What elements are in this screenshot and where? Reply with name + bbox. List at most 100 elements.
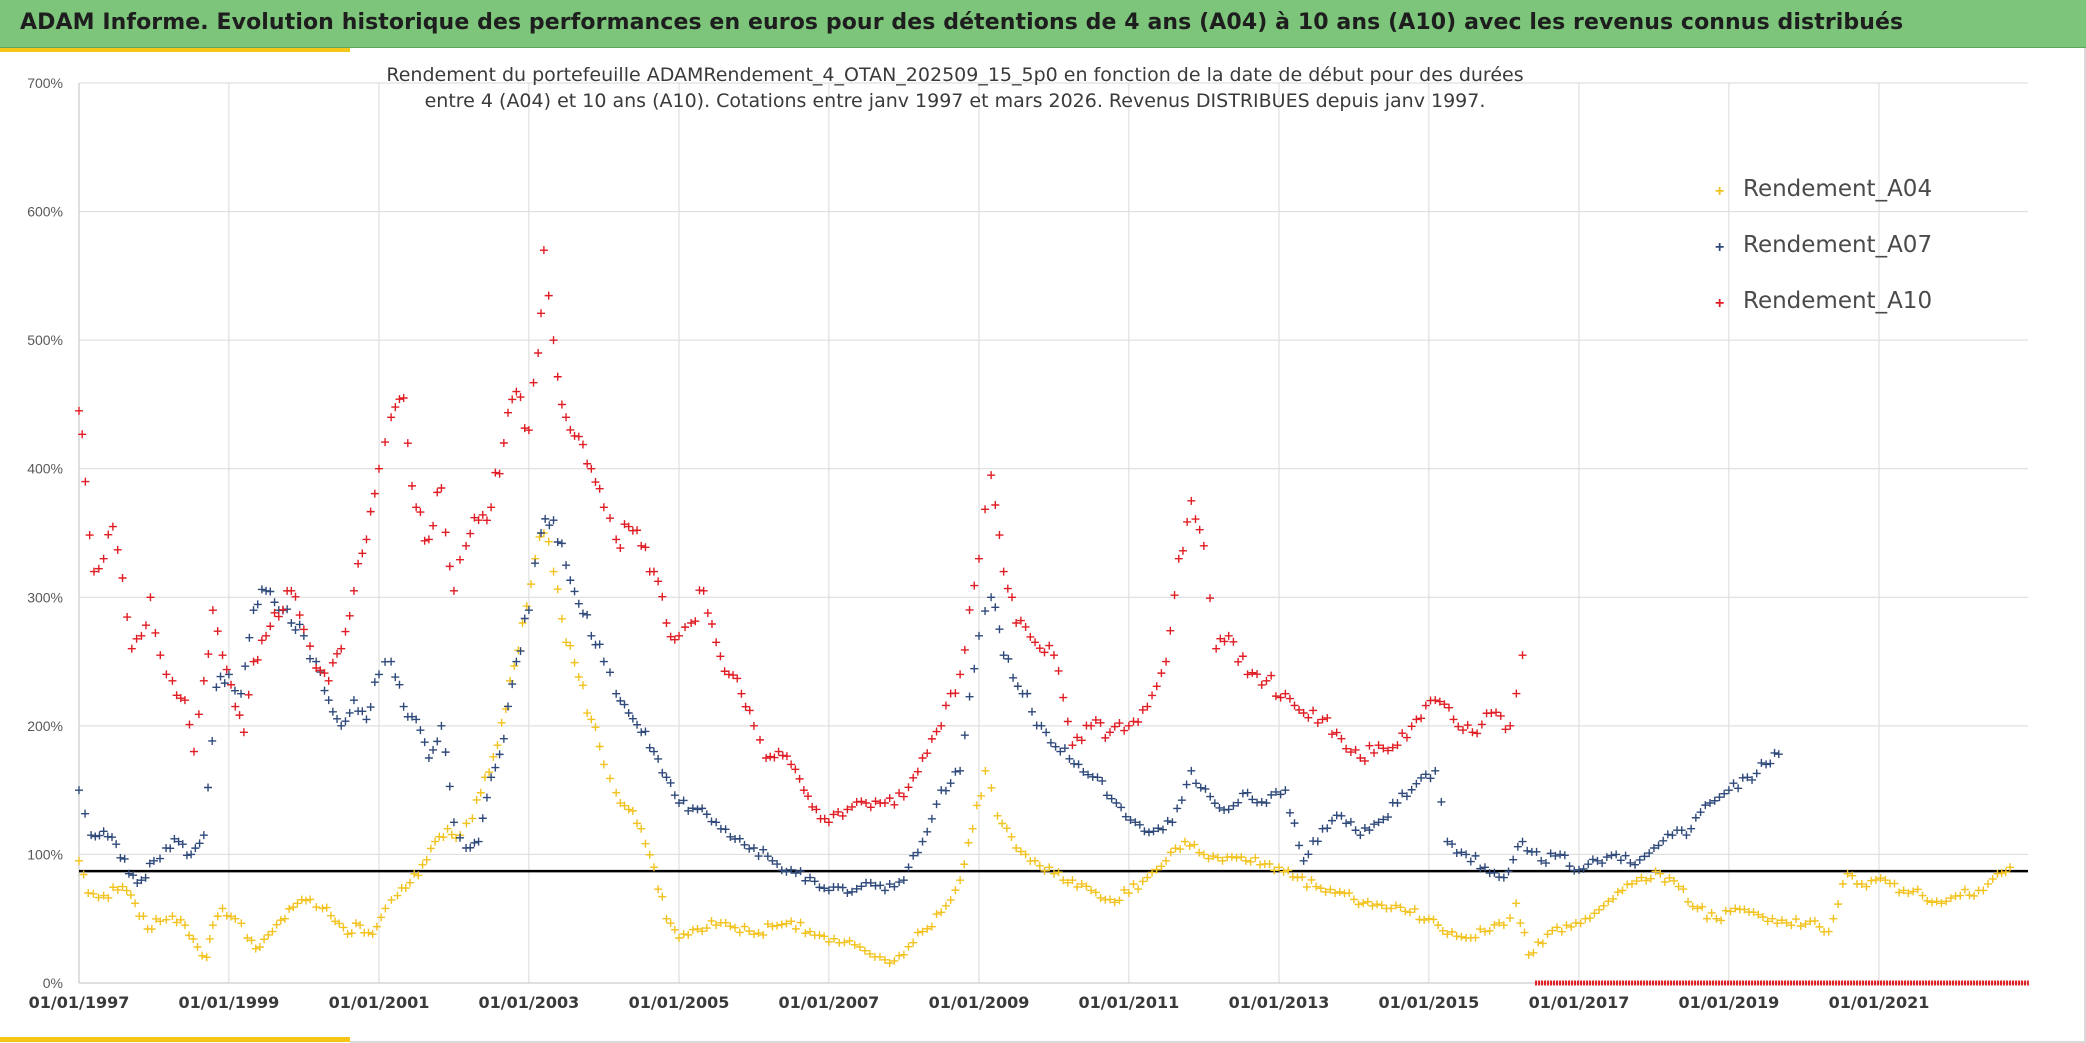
data-point xyxy=(845,936,854,945)
data-point xyxy=(129,871,138,880)
data-point xyxy=(1183,517,1192,526)
series-Rendement_A10 xyxy=(75,246,2029,986)
data-point xyxy=(1575,865,1583,874)
data-point xyxy=(796,867,805,876)
data-point xyxy=(995,625,1004,634)
data-point xyxy=(1049,869,1058,878)
data-point xyxy=(1518,837,1527,846)
data-point xyxy=(422,855,431,864)
data-point xyxy=(141,621,150,630)
data-point xyxy=(1913,885,1922,894)
data-point xyxy=(104,530,113,539)
data-point xyxy=(975,631,983,640)
data-point xyxy=(782,752,791,761)
data-point xyxy=(1960,885,1969,894)
data-point xyxy=(1429,915,1438,924)
data-point xyxy=(1562,921,1571,930)
data-point xyxy=(354,559,363,568)
data-point xyxy=(1281,786,1290,795)
data-point xyxy=(801,876,810,885)
frame-border-bottom xyxy=(350,1041,2086,1043)
data-point xyxy=(441,748,450,757)
data-point xyxy=(381,438,390,447)
data-point xyxy=(932,910,941,919)
data-point xyxy=(482,793,491,802)
data-point xyxy=(491,763,500,772)
data-point xyxy=(1107,794,1116,803)
data-point xyxy=(272,920,281,929)
data-point xyxy=(433,737,442,746)
data-point xyxy=(1407,785,1416,794)
data-point xyxy=(1838,879,1847,888)
data-point xyxy=(1881,876,1890,885)
data-point xyxy=(172,918,181,927)
data-point xyxy=(1927,898,1936,907)
data-point xyxy=(1302,882,1311,891)
data-point xyxy=(1220,637,1229,646)
data-point xyxy=(1295,705,1304,714)
data-point xyxy=(237,689,246,698)
data-point xyxy=(331,917,340,926)
data-point xyxy=(932,800,941,809)
data-point xyxy=(977,791,986,800)
data-point xyxy=(855,943,864,951)
data-point xyxy=(1518,651,1527,660)
data-point xyxy=(1393,799,1402,807)
data-point xyxy=(345,611,354,620)
data-point xyxy=(840,938,849,947)
data-point xyxy=(1056,747,1065,756)
data-point xyxy=(1290,819,1299,828)
data-point xyxy=(824,886,833,895)
data-point xyxy=(208,606,217,615)
data-point xyxy=(1649,844,1658,852)
data-point xyxy=(487,503,496,512)
data-point xyxy=(276,916,285,925)
data-point xyxy=(1674,882,1683,891)
data-point xyxy=(773,921,782,930)
data-point xyxy=(937,908,946,917)
data-point xyxy=(566,425,575,434)
data-point xyxy=(141,873,150,882)
data-point xyxy=(699,586,708,595)
data-point xyxy=(999,651,1008,660)
data-point xyxy=(553,372,562,381)
data-point xyxy=(1576,919,1585,928)
data-point xyxy=(149,856,158,865)
data-point xyxy=(1091,715,1100,724)
data-point xyxy=(932,727,941,736)
data-point xyxy=(562,638,571,647)
data-point xyxy=(1312,882,1321,891)
data-point xyxy=(641,543,650,552)
data-point xyxy=(675,799,683,807)
data-point xyxy=(539,246,548,255)
data-point xyxy=(1363,897,1372,906)
data-point xyxy=(1149,827,1158,836)
data-point xyxy=(1163,816,1172,825)
data-point xyxy=(693,925,702,933)
data-point xyxy=(1360,756,1369,765)
data-point xyxy=(1956,891,1965,900)
data-point xyxy=(231,914,240,923)
data-point xyxy=(946,896,955,905)
data-point xyxy=(557,539,566,548)
data-point xyxy=(1365,826,1374,835)
data-point xyxy=(1210,799,1219,808)
data-point xyxy=(1276,693,1285,702)
data-point xyxy=(1063,878,1072,887)
data-point xyxy=(156,651,165,660)
data-point xyxy=(693,805,702,814)
data-point xyxy=(439,833,448,842)
report-title: ADAM Informe. Evolution historique des p… xyxy=(20,10,1904,35)
data-point xyxy=(1335,887,1344,896)
data-point xyxy=(587,464,596,473)
data-point xyxy=(812,805,821,814)
data-point xyxy=(1748,775,1757,784)
data-point xyxy=(1213,853,1222,862)
data-point xyxy=(1584,860,1593,869)
data-point xyxy=(1087,886,1096,895)
data-point xyxy=(740,922,749,931)
data-point xyxy=(1904,889,1913,898)
data-point xyxy=(122,886,131,895)
data-point xyxy=(295,620,304,629)
data-point xyxy=(391,403,400,412)
